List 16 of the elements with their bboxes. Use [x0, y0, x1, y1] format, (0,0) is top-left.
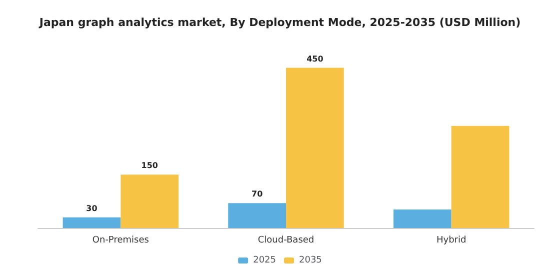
data-label: 450	[306, 54, 324, 64]
bar	[62, 217, 121, 228]
bar	[228, 203, 286, 228]
x-tick-label: On-Premises	[92, 236, 150, 246]
bar	[120, 174, 179, 228]
bar	[451, 126, 510, 228]
data-label: 30	[86, 204, 98, 213]
bar	[286, 68, 344, 228]
bar	[393, 209, 452, 228]
x-tick-label: Hybrid	[436, 236, 466, 246]
legend-label: 2035	[299, 256, 322, 266]
chart-title: Japan graph analytics market, By Deployment Mode, 2025-2035 (USD Million)	[38, 16, 521, 29]
data-label: 70	[251, 190, 264, 199]
data-label: 150	[141, 161, 158, 170]
x-tick-label: Cloud-Based	[258, 236, 314, 246]
legend-label: 2025	[253, 256, 276, 266]
